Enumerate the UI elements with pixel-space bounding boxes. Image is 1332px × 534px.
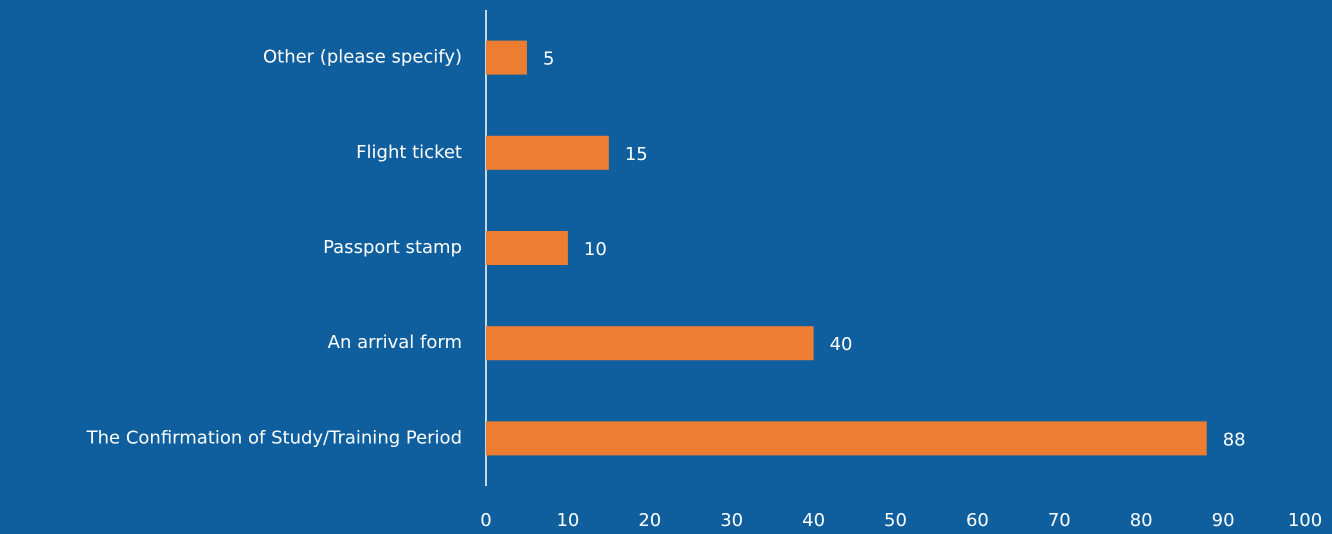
x-tick-label: 80: [1130, 510, 1153, 531]
y-tick-label: The Confirmation of Study/Training Perio…: [86, 427, 462, 448]
value-label: 15: [625, 144, 648, 165]
value-label: 5: [543, 49, 554, 70]
bar: [486, 135, 609, 170]
y-tick-label: An arrival form: [328, 332, 462, 353]
x-tick-label: 0: [480, 510, 491, 531]
y-tick-label: Flight ticket: [356, 142, 462, 163]
x-tick-label: 60: [966, 510, 989, 531]
x-tick-label: 10: [556, 510, 579, 531]
bar: [486, 40, 527, 75]
y-tick-label: Passport stamp: [323, 237, 462, 258]
x-tick-label: 100: [1288, 510, 1322, 531]
value-label: 88: [1223, 429, 1246, 450]
value-label: 40: [830, 334, 853, 355]
x-tick-label: 40: [802, 510, 825, 531]
x-tick-label: 20: [638, 510, 661, 531]
bar: [486, 231, 568, 265]
x-tick-label: 50: [884, 510, 907, 531]
x-tick-label: 70: [1048, 510, 1071, 531]
value-label: 10: [584, 239, 607, 260]
y-tick-label: Other (please specify): [263, 47, 462, 68]
x-tick-label: 30: [720, 510, 743, 531]
bar: [486, 421, 1207, 456]
bar: [486, 326, 814, 361]
x-tick-label: 90: [1212, 510, 1235, 531]
